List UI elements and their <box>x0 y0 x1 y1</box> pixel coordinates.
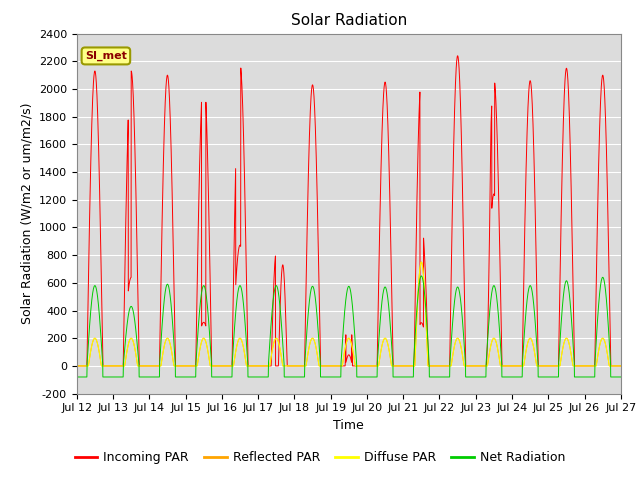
Line: Reflected PAR: Reflected PAR <box>77 262 621 366</box>
Title: Solar Radiation: Solar Radiation <box>291 13 407 28</box>
Line: Net Radiation: Net Radiation <box>77 276 621 377</box>
Incoming PAR <box>616 363 624 369</box>
Net Radiation <box>502 374 509 380</box>
Legend: Incoming PAR, Reflected PAR, Diffuse PAR, Net Radiation: Incoming PAR, Reflected PAR, Diffuse PAR… <box>70 446 570 469</box>
Net Radiation <box>73 374 81 380</box>
Reflected PAR <box>616 363 624 369</box>
Incoming PAR <box>454 53 461 59</box>
Diffuse PAR <box>417 259 425 265</box>
Reflected PAR <box>328 363 336 369</box>
Diffuse PAR <box>471 363 479 369</box>
Text: SI_met: SI_met <box>85 51 127 61</box>
Net Radiation <box>617 374 625 380</box>
Net Radiation <box>328 374 336 380</box>
Net Radiation <box>616 374 624 380</box>
Incoming PAR <box>502 363 509 369</box>
Reflected PAR <box>171 363 179 369</box>
Y-axis label: Solar Radiation (W/m2 or um/m2/s): Solar Radiation (W/m2 or um/m2/s) <box>20 103 33 324</box>
Diffuse PAR <box>73 363 81 369</box>
Incoming PAR <box>471 363 479 369</box>
Diffuse PAR <box>616 363 624 369</box>
Diffuse PAR <box>441 363 449 369</box>
Net Radiation <box>471 374 479 380</box>
Line: Incoming PAR: Incoming PAR <box>77 56 621 366</box>
Diffuse PAR <box>502 363 509 369</box>
Reflected PAR <box>417 259 425 265</box>
Net Radiation <box>171 349 179 355</box>
Incoming PAR <box>328 363 336 369</box>
Reflected PAR <box>73 363 81 369</box>
Net Radiation <box>417 273 425 279</box>
Line: Diffuse PAR: Diffuse PAR <box>77 262 621 366</box>
Reflected PAR <box>617 363 625 369</box>
Diffuse PAR <box>171 363 179 369</box>
Incoming PAR <box>440 363 448 369</box>
Incoming PAR <box>73 363 81 369</box>
Reflected PAR <box>441 363 449 369</box>
Incoming PAR <box>171 315 179 321</box>
Reflected PAR <box>471 363 479 369</box>
Net Radiation <box>441 374 449 380</box>
Diffuse PAR <box>617 363 625 369</box>
Incoming PAR <box>617 363 625 369</box>
Diffuse PAR <box>328 363 336 369</box>
Reflected PAR <box>502 363 509 369</box>
X-axis label: Time: Time <box>333 419 364 432</box>
